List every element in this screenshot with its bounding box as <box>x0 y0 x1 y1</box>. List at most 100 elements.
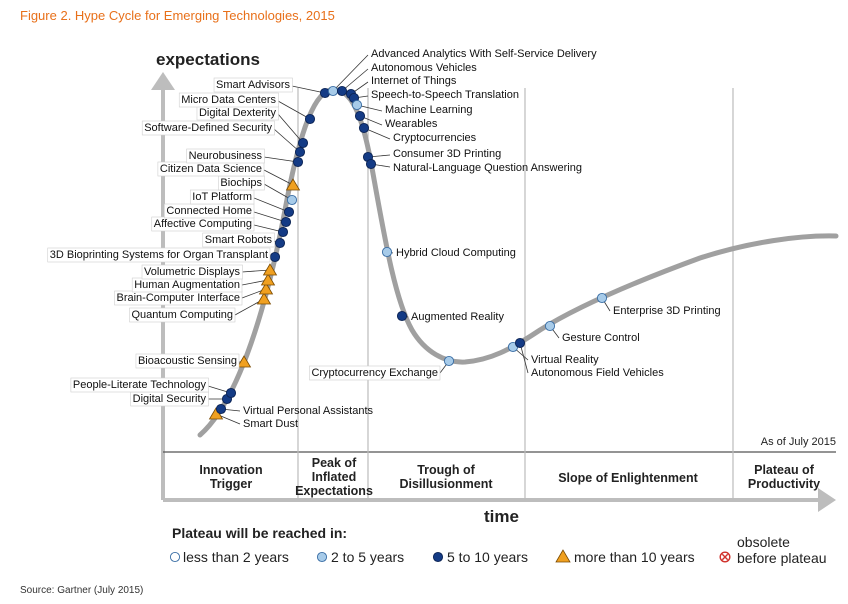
marker-gesture-control <box>544 320 556 332</box>
figure-title: Figure 2. Hype Cycle for Emerging Techno… <box>20 8 335 23</box>
label-gesture-control: Gesture Control <box>562 332 640 344</box>
label-box-cryptocurrency-exchange <box>309 365 441 381</box>
marker-volumetric-displays <box>262 263 278 276</box>
leader-line-connected-home <box>253 211 287 223</box>
label-internet-of-things: Internet of Things <box>371 75 457 87</box>
leader-line-neurobusiness <box>263 156 299 163</box>
x-axis-label: time <box>484 507 519 526</box>
label-augmented-reality: Augmented Reality <box>411 311 504 323</box>
label-wearables: Wearables <box>385 118 438 130</box>
marker-wearables <box>354 110 366 122</box>
label-smart-robots: Smart Robots <box>205 234 273 246</box>
marker-3d-bioprinting-systems-for-organ-transplant <box>269 251 281 263</box>
phase-label-slope-of-enlightenment: Slope of Enlightenment <box>558 471 698 485</box>
hype-curve <box>197 87 839 438</box>
label-neurobusiness: Neurobusiness <box>189 150 263 162</box>
marker-digital-dexterity <box>297 137 309 149</box>
label-virtual-reality: Virtual Reality <box>531 354 599 366</box>
legend-more-than-10-years-label: more than 10 years <box>574 549 695 565</box>
label-people-literate-technology: People-Literate Technology <box>73 379 207 391</box>
marker-human-augmentation <box>260 273 276 286</box>
legend-obsolete-before-plateau-label-line2: before plateau <box>737 550 827 566</box>
legend-less-than-2-years-marker <box>169 551 181 563</box>
phase-label-peak-of-inflated-expectations: Peak of Inflated Expectations <box>295 456 373 498</box>
label-machine-learning: Machine Learning <box>385 104 472 116</box>
label-cryptocurrencies: Cryptocurrencies <box>393 132 477 144</box>
label-box-neurobusiness <box>186 148 265 164</box>
label-cryptocurrency-exchange: Cryptocurrency Exchange <box>311 367 438 379</box>
leader-line-digital-dexterity <box>277 113 304 144</box>
marker-augmented-reality <box>396 310 408 322</box>
legend-obsolete-before-plateau-cross <box>721 553 729 561</box>
marker-bioacoustic-sensing <box>236 355 252 368</box>
label-volumetric-displays: Volumetric Displays <box>144 266 240 278</box>
marker-iot-platform <box>283 206 295 218</box>
marker-neurobusiness <box>292 156 304 168</box>
label-box-micro-data-centers <box>178 92 279 108</box>
label-advanced-analytics-with-self-service-delivery: Advanced Analytics With Self-Service Del… <box>371 48 597 60</box>
label-box-smart-advisors <box>213 77 293 93</box>
marker-citizen-data-science <box>285 178 301 191</box>
marker-connected-home <box>280 216 292 228</box>
label-quantum-computing: Quantum Computing <box>132 309 234 321</box>
leader-line-software-defined-security <box>273 128 301 153</box>
label-affective-computing: Affective Computing <box>154 218 252 230</box>
label-enterprise-3d-printing: Enterprise 3D Printing <box>613 305 721 317</box>
marker-people-literate-technology <box>225 387 237 399</box>
legend-2-to-5-years-marker <box>316 551 328 563</box>
as-of-label: As of July 2015 <box>761 436 836 448</box>
marker-enterprise-3d-printing <box>596 292 608 304</box>
leader-line-citizen-data-science <box>263 169 294 186</box>
y-axis-arrow <box>151 72 175 90</box>
legend-more-than-10-years-marker <box>555 549 571 563</box>
y-axis-label: expectations <box>156 50 260 69</box>
label-brain-computer-interface: Brain-Computer Interface <box>117 292 241 304</box>
phase-label-plateau-of-productivity: Plateau of Productivity <box>748 463 820 491</box>
label-iot-platform: IoT Platform <box>192 191 252 203</box>
label-box-3d-bioprinting-systems-for-organ-transplant <box>47 247 271 263</box>
label-box-volumetric-displays <box>141 264 243 280</box>
marker-brain-computer-interface <box>258 282 274 295</box>
marker-micro-data-centers <box>304 113 316 125</box>
label-smart-advisors: Smart Advisors <box>216 79 290 91</box>
leader-line-autonomous-field-vehicles <box>519 342 529 374</box>
legend-2-to-5-years-label: 2 to 5 years <box>331 549 404 565</box>
marker-cryptocurrency-exchange <box>443 355 455 367</box>
label-box-quantum-computing <box>129 307 236 323</box>
marker-autonomous-vehicles <box>336 85 348 97</box>
label-smart-dust: Smart Dust <box>243 418 298 430</box>
legend-obsolete-before-plateau-label-line1: obsolete <box>737 534 790 550</box>
leader-line-micro-data-centers <box>277 100 311 120</box>
label-bioacoustic-sensing: Bioacoustic Sensing <box>138 355 237 367</box>
leader-line-smart-advisors <box>291 85 326 94</box>
marker-natural-language-question-answering <box>365 158 377 170</box>
phase-label-innovation-trigger: Innovation Trigger <box>199 463 262 491</box>
label-biochips: Biochips <box>220 177 262 189</box>
label-micro-data-centers: Micro Data Centers <box>181 94 276 106</box>
marker-biochips <box>286 194 298 206</box>
label-virtual-personal-assistants: Virtual Personal Assistants <box>243 405 374 417</box>
label-software-defined-security: Software-Defined Security <box>144 122 272 134</box>
leader-line-autonomous-vehicles <box>341 68 369 92</box>
marker-hybrid-cloud-computing <box>381 246 393 258</box>
leader-line-iot-platform <box>253 197 290 213</box>
legend-5-to-10-years-marker <box>432 551 444 563</box>
source-note: Source: Gartner (July 2015) <box>20 585 144 596</box>
leader-line-biochips <box>263 183 293 201</box>
label-hybrid-cloud-computing: Hybrid Cloud Computing <box>396 247 516 259</box>
marker-affective-computing <box>277 226 289 238</box>
marker-advanced-analytics-with-self-service-delivery <box>327 85 339 97</box>
label-box-smart-robots <box>202 232 275 248</box>
legend-less-than-2-years-label: less than 2 years <box>183 549 289 565</box>
legend-title: Plateau will be reached in: <box>172 525 347 541</box>
label-autonomous-field-vehicles: Autonomous Field Vehicles <box>531 367 664 379</box>
label-digital-dexterity: Digital Dexterity <box>199 107 277 119</box>
leader-line-advanced-analytics-with-self-service-delivery <box>332 54 369 92</box>
label-citizen-data-science: Citizen Data Science <box>160 163 262 175</box>
label-human-augmentation: Human Augmentation <box>134 279 240 291</box>
label-digital-security: Digital Security <box>133 393 207 405</box>
label-box-bioacoustic-sensing <box>135 353 240 369</box>
marker-software-defined-security <box>294 146 306 158</box>
marker-cryptocurrencies <box>358 122 370 134</box>
